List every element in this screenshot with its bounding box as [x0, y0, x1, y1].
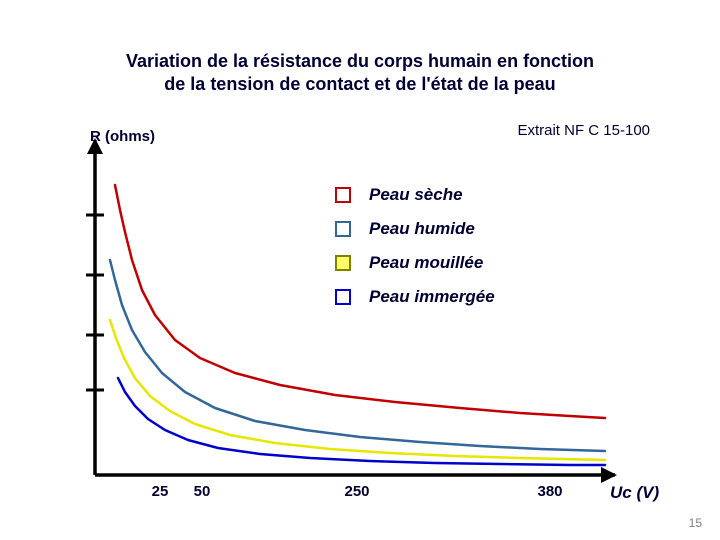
x-tick-label: 380: [537, 483, 562, 500]
legend-label: Peau humide: [369, 219, 475, 239]
legend-label: Peau immergée: [369, 287, 495, 307]
x-tick-label: 50: [194, 483, 211, 500]
legend-item: Peau humide: [335, 219, 495, 239]
legend: Peau sèche Peau humide Peau mouillée Peau i…: [335, 185, 495, 321]
legend-item: Peau sèche: [335, 185, 495, 205]
legend-item: Peau immergée: [335, 287, 495, 307]
legend-swatch: [335, 187, 351, 203]
legend-label: Peau mouillée: [369, 253, 483, 273]
title-line-1: Variation de la résistance du corps huma…: [126, 51, 594, 71]
x-tick-label: 250: [344, 483, 369, 500]
chart-title: Variation de la résistance du corps huma…: [0, 50, 720, 95]
legend-swatch: [335, 221, 351, 237]
legend-swatch: [335, 289, 351, 305]
x-axis-label: Uc (V): [610, 483, 659, 503]
legend-swatch: [335, 255, 351, 271]
legend-item: Peau mouillée: [335, 253, 495, 273]
legend-label: Peau sèche: [369, 185, 463, 205]
title-line-2: de la tension de contact et de l'état de…: [164, 74, 555, 94]
page-number: 15: [689, 516, 702, 530]
x-tick-label: 25: [152, 483, 169, 500]
